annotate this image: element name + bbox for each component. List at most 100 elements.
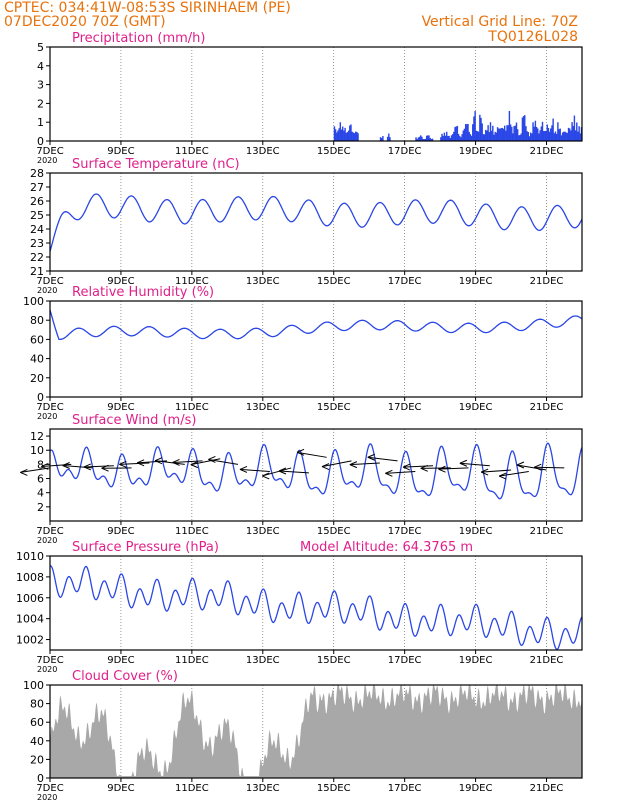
precip-bar [524, 115, 526, 141]
precip-bar [570, 130, 572, 141]
wind-arrow-head [321, 466, 330, 471]
wind-arrow-head [154, 460, 163, 465]
panel-frame-rh [49, 300, 583, 398]
precip-bar [494, 131, 496, 141]
precip-bar [430, 139, 433, 141]
x-tick-label-cloud: 15DEC [317, 783, 351, 794]
x-tick-label-pres: 19DEC [459, 655, 493, 666]
header-date: 07DEC2020 70Z (GMT) [4, 14, 166, 30]
precip-bar [490, 130, 493, 141]
wind-arrow-head [20, 471, 28, 476]
wind-arrow-head [119, 460, 127, 465]
wind-arrow-head [172, 461, 180, 466]
wind-arrow [296, 451, 327, 458]
precip-bar [334, 129, 337, 141]
y-tick-label-pres: 1002 [16, 634, 44, 647]
x-tick-label-cloud: 9DEC [107, 783, 134, 794]
x-tick-label-temp: 13DEC [246, 276, 280, 287]
precip-bar [518, 135, 520, 141]
precip-bar [463, 128, 466, 141]
panel-title-precip: Precipitation (mm/h) [72, 31, 205, 46]
y-tick-label-cloud: 60 [30, 716, 44, 729]
x-tick-label-precip: 17DEC [388, 146, 422, 157]
precip-bar [548, 131, 551, 141]
wind-arrow-head [83, 463, 92, 468]
precip-bar [496, 127, 499, 141]
x-tick-label-wind: 21DEC [530, 526, 564, 537]
precip-bar [472, 124, 474, 141]
precip-bar [512, 133, 514, 141]
x-tick-label-cloud: 21DEC [530, 783, 564, 794]
wind-arrow-head [420, 467, 428, 472]
x-tick-label-precip: 9DEC [107, 146, 134, 157]
precip-bar [579, 133, 582, 141]
x-tick-label-wind: 19DEC [459, 526, 493, 537]
y-tick-label-wind: 8 [37, 458, 44, 471]
x-tick-label-precip: 19DEC [459, 146, 493, 157]
wind-arrow [119, 462, 150, 465]
y-tick-label-rh: 80 [30, 314, 44, 327]
y-tick-label-temp: 27 [30, 181, 44, 194]
precip-bar [505, 130, 507, 141]
precip-bar [539, 130, 541, 141]
wind-arrow-head [262, 475, 270, 480]
panel-precip: Precipitation (mm/h)7DEC 9DEC 11DEC 13DEC 15… [36, 31, 583, 165]
wind-arrow [534, 466, 565, 469]
x-tick-label-rh: 15DEC [317, 402, 351, 413]
wind-arrow-head [516, 461, 525, 466]
cloud-area [50, 685, 582, 778]
precip-bar [454, 127, 456, 141]
x-year-label-wind: 2020 [37, 536, 57, 545]
wind-arrow-head [136, 459, 145, 464]
series-line-rh [49, 309, 583, 341]
precip-bar [353, 133, 356, 141]
precip-bar [547, 127, 550, 141]
precip-bar [425, 135, 428, 141]
y-tick-label-temp: 24 [30, 223, 44, 236]
precip-bar [479, 114, 481, 141]
precip-bar [564, 131, 566, 141]
x-tick-label-temp: 15DEC [317, 276, 351, 287]
precip-bar [522, 116, 525, 141]
y-tick-label-temp: 23 [30, 237, 44, 250]
precip-bar [558, 129, 560, 141]
x-tick-label-temp: 11DEC [175, 276, 209, 287]
precip-bar [557, 122, 559, 141]
panel-title-pres: Surface Pressure (hPa) [72, 540, 219, 555]
precip-bar [447, 136, 449, 141]
wind-arrow-head [367, 453, 375, 458]
precip-bar [467, 123, 469, 141]
precip-bar [418, 136, 421, 141]
precip-bar [499, 128, 501, 141]
x-tick-label-temp: 7DEC [36, 276, 63, 287]
x-tick-label-temp: 9DEC [107, 276, 134, 287]
precip-bar [561, 132, 564, 141]
x-tick-label-rh: 17DEC [388, 402, 422, 413]
precip-bar [531, 133, 533, 141]
wind-arrow-head [516, 464, 525, 469]
precip-bar [495, 132, 498, 141]
x-tick-label-pres: 11DEC [175, 655, 209, 666]
precip-bar [336, 132, 338, 141]
precip-bar [442, 135, 444, 141]
panel-title-rh: Relative Humidity (%) [72, 285, 214, 300]
precip-bar [388, 133, 390, 141]
precip-bar [450, 135, 453, 141]
wind-arrow [349, 462, 380, 466]
y-tick-label-wind: 6 [37, 473, 44, 486]
x-tick-label-pres: 21DEC [530, 655, 564, 666]
x-tick-label-pres: 9DEC [107, 655, 134, 666]
y-tick-label-wind: 2 [37, 501, 44, 514]
precip-bar [462, 130, 465, 141]
wind-arrow-head [296, 448, 305, 453]
wind-arrow-head [402, 466, 411, 471]
wind-arrow-head [385, 469, 393, 474]
y-tick-label-pres: 1008 [16, 571, 44, 584]
y-tick-label-rh: 60 [30, 333, 44, 346]
precip-bar [475, 130, 478, 141]
precip-bar [352, 132, 355, 141]
precip-bar [356, 131, 358, 141]
y-tick-label-temp: 28 [30, 167, 44, 180]
precip-bar [453, 131, 455, 141]
